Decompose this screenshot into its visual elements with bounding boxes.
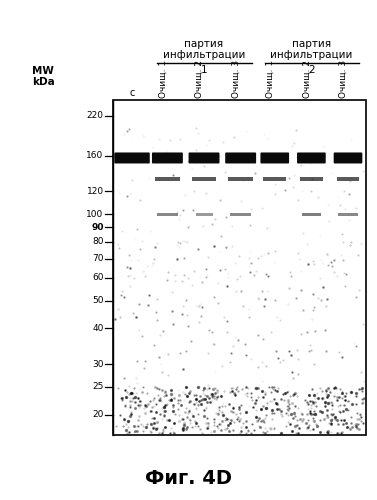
Bar bbox=[230, 212, 251, 216]
Text: MW
kDa: MW kDa bbox=[32, 66, 55, 88]
Bar bbox=[196, 212, 213, 216]
Text: 160: 160 bbox=[86, 151, 104, 160]
Text: 120: 120 bbox=[87, 187, 104, 196]
Text: 1: 1 bbox=[201, 65, 207, 75]
Text: 70: 70 bbox=[92, 254, 104, 263]
Bar bbox=[228, 176, 253, 180]
Bar bbox=[157, 212, 178, 216]
Text: 50: 50 bbox=[92, 296, 104, 305]
Text: 90: 90 bbox=[91, 223, 104, 232]
Text: Очищ. 3: Очищ. 3 bbox=[231, 60, 241, 98]
Text: 80: 80 bbox=[92, 238, 104, 246]
Bar bbox=[155, 176, 180, 180]
Text: 60: 60 bbox=[92, 274, 104, 282]
FancyBboxPatch shape bbox=[334, 152, 362, 164]
Text: партия
инфильтрации: партия инфильтрации bbox=[163, 40, 245, 60]
Text: Фиг. 4D: Фиг. 4D bbox=[145, 468, 232, 487]
Text: c: c bbox=[129, 88, 135, 98]
Text: Очищ. 3: Очищ. 3 bbox=[339, 60, 348, 98]
Text: 220: 220 bbox=[87, 112, 104, 120]
FancyBboxPatch shape bbox=[261, 152, 289, 164]
Text: Очищ. 1: Очищ. 1 bbox=[158, 60, 167, 98]
Bar bbox=[192, 176, 216, 180]
FancyBboxPatch shape bbox=[297, 152, 326, 164]
Bar bbox=[264, 176, 286, 180]
Text: 2: 2 bbox=[308, 65, 315, 75]
Text: 30: 30 bbox=[92, 360, 104, 368]
Text: партия
инфильтрации: партия инфильтрации bbox=[270, 40, 352, 60]
Text: 20: 20 bbox=[92, 410, 104, 419]
Bar bbox=[302, 212, 321, 216]
Text: Очищ. 2: Очищ. 2 bbox=[302, 60, 311, 98]
FancyBboxPatch shape bbox=[225, 152, 256, 164]
Text: 25: 25 bbox=[92, 382, 104, 392]
Bar bbox=[337, 176, 359, 180]
Bar bbox=[338, 212, 358, 216]
FancyBboxPatch shape bbox=[152, 152, 183, 164]
Text: 40: 40 bbox=[92, 324, 104, 333]
Text: Очищ. 2: Очищ. 2 bbox=[195, 60, 204, 98]
FancyBboxPatch shape bbox=[188, 152, 219, 164]
Text: 100: 100 bbox=[86, 210, 104, 218]
Bar bbox=[300, 176, 323, 180]
Text: Очищ. 1: Очищ. 1 bbox=[266, 60, 275, 98]
FancyBboxPatch shape bbox=[114, 152, 150, 164]
Bar bbox=[113, 100, 366, 435]
